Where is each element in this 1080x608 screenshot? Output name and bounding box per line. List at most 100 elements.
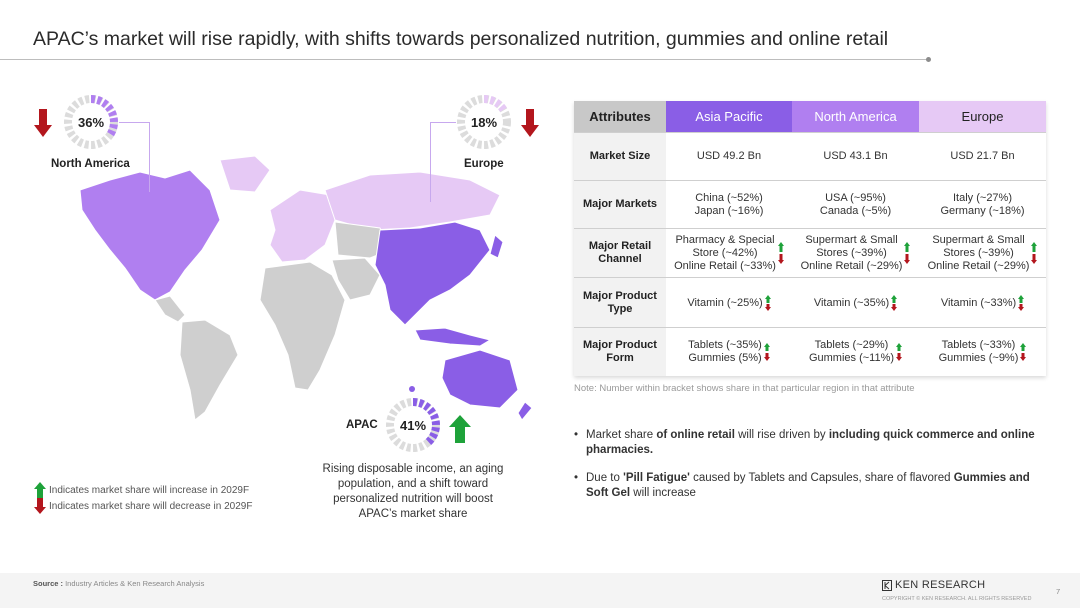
cell-text: Pharmacy & Special Store (~42%) Online R… [674,234,776,273]
map-indonesia [414,327,492,347]
cell-group: Supermart & Small Stores (~39%) Online R… [801,234,911,273]
cell-line: Pharmacy & Special [675,233,775,246]
text-bold: including quick commerce and online phar… [586,429,1035,456]
cell-text: Tablets (~29%) Gummies (~11%) [809,339,894,365]
cell-group: Tablets (~35%) Gummies (5%) [688,339,770,365]
table-header-row: Attributes Asia Pacific North America Eu… [574,101,1046,133]
attributes-table: Attributes Asia Pacific North America Eu… [574,101,1046,376]
map-north-america [79,169,221,301]
page-number: 7 [1056,587,1061,596]
cell: USD 21.7 Bn [919,132,1046,181]
brand-logo: KEN RESEARCH [882,579,985,591]
europe-share-ring [457,95,511,149]
map-japan [489,234,504,259]
table-row: Major Retail Channel Pharmacy & Special … [574,228,1046,278]
header-asia-pacific: Asia Pacific [666,101,792,133]
cell-line: Stores (~39%) [816,246,887,259]
text-bold: 'Pill Fatigue' [623,472,690,484]
cell: USD 49.2 Bn [666,132,792,181]
map-australia [441,349,519,409]
bullet-text: Due to 'Pill Fatigue' caused by Tablets … [586,471,1044,500]
map-russia [324,171,501,231]
north-america-share-ring [64,95,118,149]
text-span: caused by Tablets and Capsules, share of… [689,472,954,484]
logo-text: KEN RESEARCH [895,579,986,591]
row-label: Major Markets [574,180,666,229]
insight-bullets: • Market share of online retail will ris… [574,428,1044,514]
text-bold: Gummies and Soft Gel [586,472,1030,499]
cell: Italy (~27%) Germany (~18%) [919,180,1046,229]
cell: Supermart & Small Stores (~39%) Online R… [919,228,1046,278]
cell-text: Vitamin (~33%) [940,296,1017,309]
trend-up-down-icon [896,343,903,361]
copyright: COPYRIGHT © KEN RESEARCH. ALL RIGHTS RES… [882,596,1032,602]
source-label: Source : [33,579,64,588]
cell-line: Supermart & Small [805,233,898,246]
map-asia-pacific [374,221,491,326]
cell: China (~52%) Japan (~16%) [666,180,792,229]
arrow-down-icon [34,498,46,514]
map-central-america [154,295,186,323]
cell-line: Gummies (~9%) [938,352,1019,364]
north-america-label: North America [51,158,130,170]
row-label: Market Size [574,132,666,181]
cell-text: Vitamin (~35%) [813,296,890,309]
text-span: Market share [586,429,657,441]
cell-group: Supermart & Small Stores (~39%) Online R… [928,234,1038,273]
text-span: will increase [630,486,696,499]
na-leader-line [119,122,149,123]
cell-line: Online Retail (~29%) [800,259,903,272]
text-span: Due to [586,472,624,484]
trend-up-down-icon [1031,242,1038,264]
text-bold: of online retail [656,429,735,441]
apac-leader-dot [409,386,415,392]
cell-line: Supermart & Small [932,233,1025,246]
cell-line: Tablets (~33%) [941,339,1016,351]
legend-decrease-text: Indicates market share will decrease in … [49,500,253,512]
cell-text: Tablets (~33%) Gummies (~9%) [939,339,1019,365]
ken-logo-icon [882,579,892,591]
cell-line: Japan (~16%) [694,204,764,217]
table-row: Major Product Form Tablets (~35%) Gummies… [574,327,1046,376]
apac-label: APAC [346,419,378,431]
cell: USD 43.1 Bn [792,132,919,181]
legend-increase-text: Indicates market share will increase in … [49,484,250,496]
north-america-share: 36% [77,115,105,130]
cell-line: Store (~42%) [692,246,758,259]
cell-line: Germany (~18%) [940,204,1025,217]
arrow-down-icon [521,109,539,137]
map-greenland [219,155,271,193]
europe-share: 18% [470,115,498,130]
cell: Tablets (~29%) Gummies (~11%) [792,327,919,376]
apac-leader-line [412,318,413,396]
trend-up-down-icon [763,343,770,361]
arrow-up-icon [34,482,46,498]
title-divider-dot [926,57,931,62]
cell-text: Vitamin (~25%) [687,296,763,309]
cell-line: Italy (~27%) [953,191,1012,204]
cell-line: Online Retail (~33%) [674,259,776,272]
cell: Pharmacy & Special Store (~42%) Online R… [666,228,792,278]
trend-up-down-icon [777,242,784,264]
na-leader-line-v [149,122,150,192]
bullet-item: • Due to 'Pill Fatigue' caused by Tablet… [574,471,1044,500]
trend-up-down-icon [1020,343,1027,361]
cell-line: Gummies (5%) [688,352,762,364]
trend-up-down-icon [1018,294,1025,311]
cell-line: China (~52%) [695,191,763,204]
arrow-down-icon [34,109,52,137]
header-north-america: North America [792,101,919,133]
cell-group: Pharmacy & Special Store (~42%) Online R… [674,234,784,273]
cell-line: Tablets (~29%) [814,339,889,351]
eu-leader-line [430,122,456,123]
trend-up-down-icon [891,294,898,311]
cell-text: Supermart & Small Stores (~39%) Online R… [801,234,903,273]
legend-increase: Indicates market share will increase in … [34,482,249,498]
cell: USA (~95%) Canada (~5%) [792,180,919,229]
cell-line: Tablets (~35%) [688,339,762,351]
row-label: Major Product Type [574,277,666,328]
table-row: Major Product Type Vitamin (~25%) Vitami… [574,277,1046,328]
europe-label: Europe [464,158,504,170]
map-new-zealand [517,401,533,421]
table-row: Major Markets China (~52%) Japan (~16%) U… [574,180,1046,229]
